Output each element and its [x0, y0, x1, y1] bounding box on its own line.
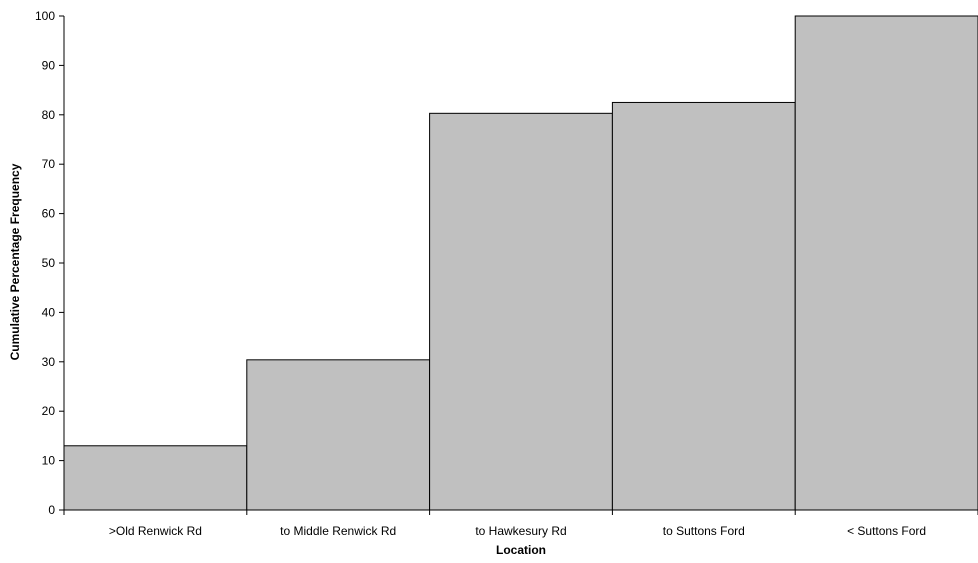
bar-2 — [429, 112, 613, 511]
x-tick-label-1: to Middle Renwick Rd — [280, 524, 396, 538]
y-tick-label-9: 90 — [42, 58, 56, 72]
x-tick-group: >Old Renwick Rd to Middle Renwick Rd to Ha… — [63, 510, 978, 538]
y-tick-label-4: 40 — [42, 305, 56, 319]
y-tick-label-0: 0 — [48, 503, 55, 517]
y-tick-label-10: 100 — [35, 9, 55, 23]
bar-0 — [63, 445, 248, 511]
y-tick-group: 0 10 20 30 40 50 60 70 80 90 100 — [35, 9, 64, 517]
y-tick-label-3: 30 — [42, 355, 56, 369]
x-tick-label-4: < Suttons Ford — [847, 524, 926, 538]
x-tick-label-3: to Suttons Ford — [663, 524, 745, 538]
y-axis-title: Cumulative Percentage Frequency — [8, 163, 22, 360]
bar-group — [63, 15, 978, 511]
bar-1 — [246, 359, 431, 511]
y-tick-label-7: 70 — [42, 157, 56, 171]
bar-4 — [794, 15, 978, 511]
y-tick-label-1: 10 — [42, 454, 56, 468]
y-tick-label-8: 80 — [42, 108, 56, 122]
y-tick-label-6: 60 — [42, 207, 56, 221]
bar-3 — [611, 101, 796, 511]
x-axis-title: Location — [496, 543, 546, 557]
x-tick-label-0: >Old Renwick Rd — [109, 524, 202, 538]
y-tick-label-5: 50 — [42, 256, 56, 270]
x-tick-label-2: to Hawkesury Rd — [475, 524, 566, 538]
y-tick-label-2: 20 — [42, 404, 56, 418]
